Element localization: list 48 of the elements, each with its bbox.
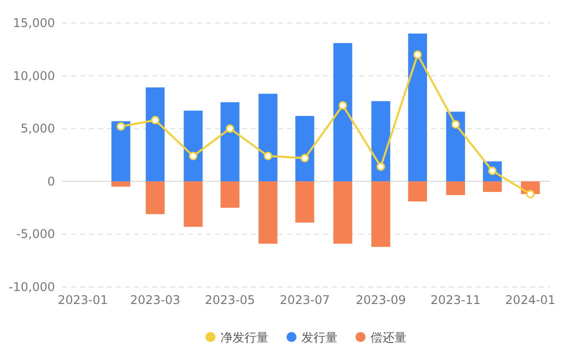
bar <box>295 116 314 182</box>
y-tick-label: 5,000 <box>20 122 55 136</box>
bar <box>146 181 165 214</box>
point <box>376 162 386 171</box>
x-tick-label: 2023-03 <box>130 293 180 307</box>
bar <box>333 43 352 182</box>
bar <box>184 110 203 182</box>
bar <box>482 181 502 192</box>
x-tick-label: 2023-05 <box>204 293 256 307</box>
y-tick-label: -10,000 <box>8 280 55 294</box>
bar <box>111 181 130 187</box>
point <box>413 50 422 59</box>
point <box>264 152 272 160</box>
bar <box>408 34 428 182</box>
point <box>300 154 310 162</box>
bar <box>446 181 466 196</box>
x-tick-label: 2024-01 <box>505 293 556 307</box>
point <box>526 190 535 198</box>
bar <box>258 94 278 182</box>
x-tick-label: 2023-01 <box>58 293 108 307</box>
point <box>150 116 160 124</box>
y-tick-label: 0 <box>47 174 55 188</box>
bar <box>446 112 466 182</box>
legend-label: 净发行量 <box>220 330 268 344</box>
bar <box>184 181 203 227</box>
bar <box>333 181 352 244</box>
bar <box>295 181 314 223</box>
bar <box>371 181 390 247</box>
bar <box>111 121 130 182</box>
y-tick-label: 15,000 <box>13 16 55 30</box>
point <box>338 101 348 110</box>
bar <box>258 181 278 244</box>
bar <box>408 181 428 202</box>
bar <box>220 181 240 208</box>
point <box>116 122 126 131</box>
point <box>226 124 234 133</box>
x-tick-label: 2023-07 <box>280 293 330 307</box>
y-tick-label: 10,000 <box>13 68 55 83</box>
bar <box>220 102 240 182</box>
point <box>188 152 198 160</box>
x-tick-label: 2023-09 <box>356 293 406 307</box>
y-tick-label: -5,000 <box>16 227 55 242</box>
point <box>451 120 460 129</box>
bar <box>371 101 390 182</box>
legend-label: 偿还量 <box>370 330 406 344</box>
bar <box>146 87 165 182</box>
legend-label: 发行量 <box>302 330 338 344</box>
x-tick-label: 2023-11 <box>430 293 481 307</box>
